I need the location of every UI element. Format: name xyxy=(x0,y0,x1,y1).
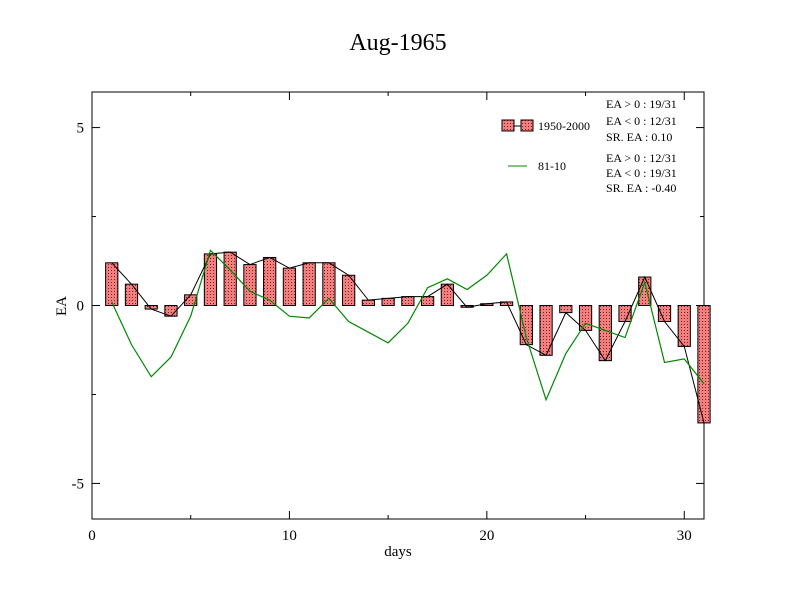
bar xyxy=(539,305,553,356)
stats-1-ea-positive: EA > 0 : 19/31 xyxy=(606,97,677,111)
legend-bar-icon-right xyxy=(520,119,534,132)
series-line-1950-2000 xyxy=(111,251,705,424)
bar xyxy=(342,274,356,307)
bar xyxy=(105,262,119,306)
x-tick-label: 0 xyxy=(88,528,96,544)
series-line-81-10 xyxy=(111,249,705,402)
legend: 1950-2000 81-10 EA > 0 : 19/31 EA < 0 : … xyxy=(501,97,677,195)
x-axis-label: days xyxy=(384,544,412,560)
y-tick-label: 0 xyxy=(77,299,85,315)
stats-2-sr-ea: SR. EA : -0.40 xyxy=(606,181,676,195)
y-axis-label: EA xyxy=(54,296,70,316)
legend-bar-icon-left xyxy=(501,119,515,132)
legend-label-81-10: 81-10 xyxy=(538,159,566,173)
stats-1-sr-ea: SR. EA : 0.10 xyxy=(606,130,672,144)
y-tick-label: 5 xyxy=(77,121,85,137)
stats-2-ea-negative: EA < 0 : 19/31 xyxy=(606,166,677,180)
y-tick-label: -5 xyxy=(72,476,85,492)
chart-title: Aug-1965 xyxy=(349,30,446,56)
bar xyxy=(401,296,415,306)
bar xyxy=(243,264,257,306)
x-tick-label: 30 xyxy=(677,528,692,544)
bar xyxy=(559,305,573,314)
x-tick-label: 20 xyxy=(479,528,494,544)
bar xyxy=(381,297,395,306)
bar xyxy=(618,305,632,323)
stats-2-ea-positive: EA > 0 : 12/31 xyxy=(606,151,677,165)
bar xyxy=(124,283,139,306)
bar xyxy=(657,305,672,323)
bar xyxy=(361,299,376,307)
stats-1-ea-negative: EA < 0 : 12/31 xyxy=(606,114,677,128)
x-tick-label: 10 xyxy=(282,528,297,544)
axis-ticks: 0 10 20 30 -5 0 5 xyxy=(72,92,704,544)
bar xyxy=(282,267,297,307)
bar xyxy=(223,251,237,306)
bar xyxy=(302,262,316,306)
bar xyxy=(420,296,435,306)
line-series xyxy=(111,249,705,424)
legend-label-1950-2000: 1950-2000 xyxy=(538,119,590,133)
bar-series xyxy=(105,251,711,424)
